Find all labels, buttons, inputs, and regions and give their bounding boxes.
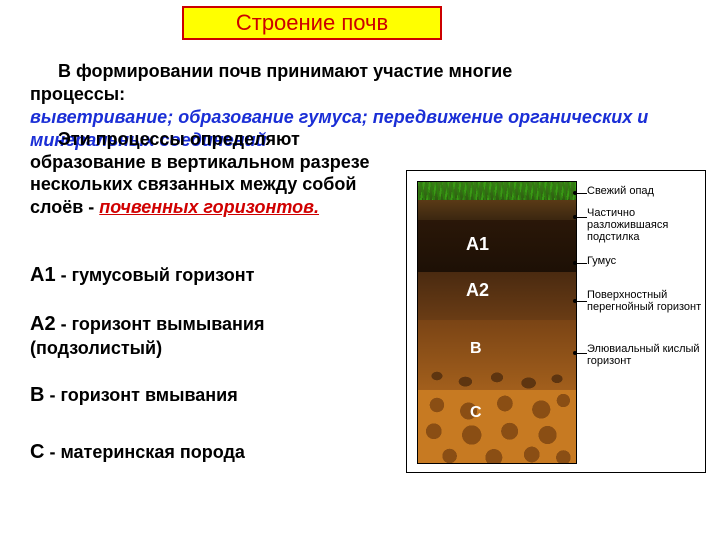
lead-line [577,301,587,302]
def-b-label: В [30,384,44,406]
def-c: С - материнская порода [30,440,390,465]
def-b: В - горизонт вмывания [30,383,390,408]
def-b-text: - горизонт вмывания [44,385,237,405]
explanation-paragraph: Эти процессы определяют образование в ве… [30,128,410,218]
p1-line2: процессы: [30,84,125,104]
callout-eluvial: Элювиальный кислый горизонт [587,343,705,367]
lead-line [577,263,587,264]
title-box: Строение почв [182,6,442,40]
callout-partial-litter: Частично разложившаяся подстилка [587,207,705,243]
layer-a2 [418,272,576,320]
callout-surface-humus: Поверхностный перегнойный горизонт [587,289,705,313]
layer-litter [418,200,576,220]
def-a2-label: А2 [30,313,56,335]
col-label-a1: А1 [466,234,489,255]
p1-line1: В формировании почв принимают участие мн… [58,61,512,81]
intro-paragraph: В формировании почв принимают участие мн… [30,60,680,105]
layer-b [418,320,576,390]
callout-humus: Гумус [587,255,705,267]
soil-column: А1 А2 В С [417,181,577,464]
callout-fresh-litter: Свежий опад [587,185,705,197]
col-label-a2: А2 [466,280,489,301]
lead-line [577,193,587,194]
soil-diagram: А1 А2 В С Свежий опад Частично разложивш… [406,170,706,473]
p3-line1: Эти процессы определяют [58,129,300,149]
layer-c [418,390,576,464]
lead-line [577,217,587,218]
def-a1: А1 - гумусовый горизонт [30,263,390,288]
col-label-b: В [470,340,482,358]
layer-a1 [418,220,576,272]
lead-line [577,353,587,354]
col-label-c: С [470,404,482,422]
horizons-term: почвенных горизонтов. [99,197,319,217]
def-a1-label: А1 [30,264,56,286]
def-a2-text: - горизонт вымывания (подзолистый) [30,314,264,358]
layer-grass [418,182,576,200]
def-a1-text: - гумусовый горизонт [56,265,255,285]
def-c-text: - материнская порода [44,442,244,462]
page-title: Строение почв [236,10,388,36]
def-a2: А2 - горизонт вымывания (подзолистый) [30,312,390,360]
def-c-label: С [30,441,44,463]
